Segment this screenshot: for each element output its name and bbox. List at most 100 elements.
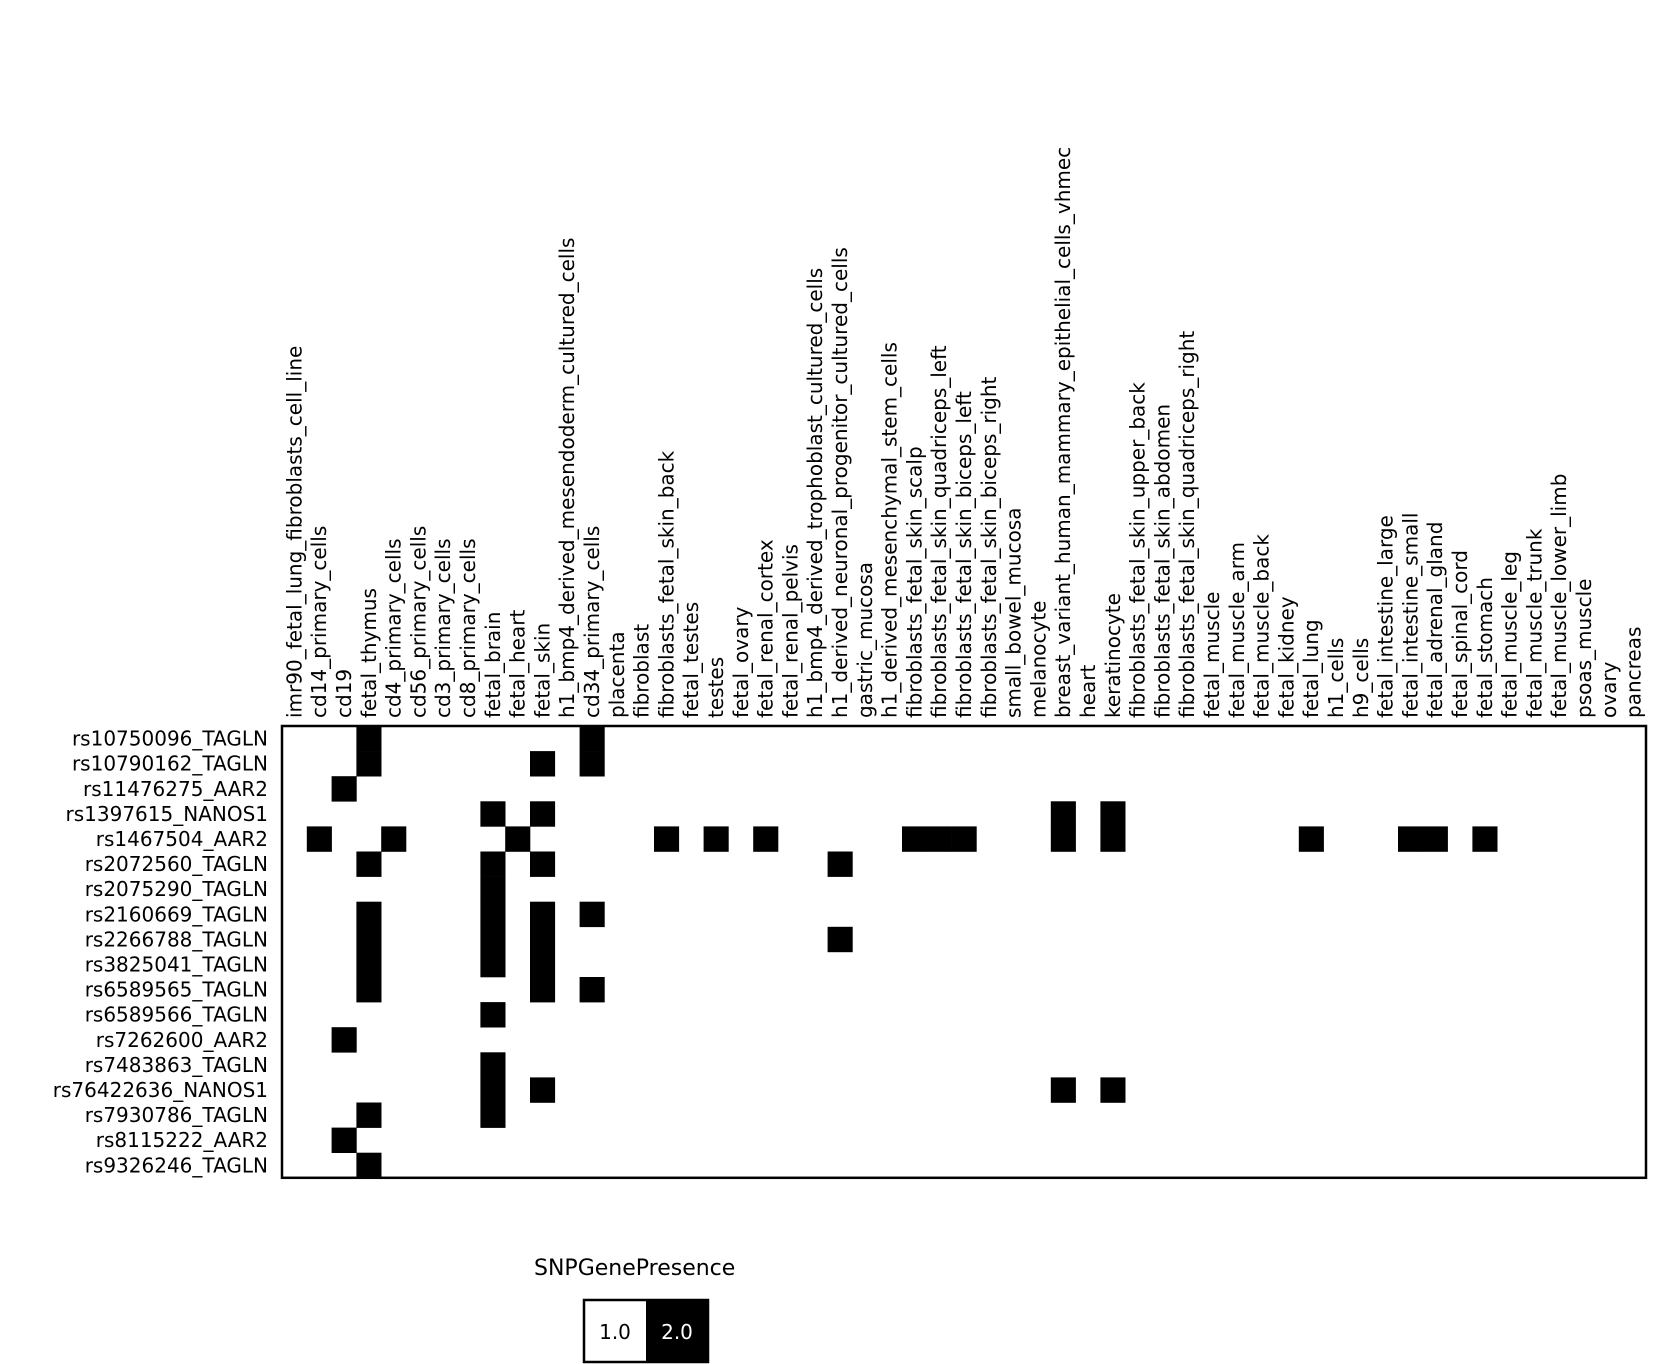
- heatmap-cell: [480, 801, 506, 827]
- row-label: rs1397615_NANOS1: [66, 802, 268, 826]
- column-label: fibroblast: [630, 624, 654, 718]
- heatmap-cell: [530, 801, 556, 827]
- column-label: h1_derived_neuronal_progenitor_cultured_…: [828, 247, 852, 718]
- column-label: h9_cells: [1349, 638, 1373, 718]
- column-label: fibroblasts_fetal_skin_quadriceps_right: [1175, 331, 1199, 718]
- legend-swatch: [646, 1300, 708, 1362]
- heatmap-cell: [530, 851, 556, 877]
- heatmap-cell: [356, 726, 382, 752]
- row-label: rs10750096_TAGLN: [72, 727, 268, 751]
- heatmap-cell: [356, 1152, 382, 1179]
- legend-swatch: [584, 1300, 646, 1362]
- row-label: rs2266788_TAGLN: [85, 927, 268, 951]
- heatmap-cell: [331, 1027, 357, 1053]
- column-label: fetal_adrenal_gland: [1423, 522, 1447, 718]
- column-label: fetal_muscle_leg: [1498, 551, 1522, 718]
- heatmap-cell: [1422, 826, 1448, 852]
- column-label: pancreas: [1622, 627, 1646, 718]
- column-label: keratinocyte: [1101, 593, 1125, 718]
- heatmap-cell: [505, 826, 531, 852]
- heatmap-cell: [480, 901, 506, 928]
- heatmap-cell: [1050, 826, 1076, 852]
- column-label: h1_cells: [1324, 638, 1348, 718]
- heatmap-cell: [1100, 1077, 1126, 1103]
- column-label: ovary: [1597, 661, 1621, 718]
- heatmap-cell: [331, 1127, 357, 1153]
- column-label: fetal_muscle_lower_limb: [1547, 474, 1571, 718]
- row-label: rs8115222_AAR2: [96, 1128, 268, 1152]
- row-label: rs2075290_TAGLN: [85, 877, 268, 901]
- heatmap-cell: [1298, 826, 1324, 852]
- column-label: cd14_primary_cells: [307, 526, 331, 718]
- column-label: fibroblasts_fetal_skin_scalp: [902, 446, 926, 718]
- column-label: fetal_muscle: [1200, 592, 1224, 718]
- column-label: fetal_brain: [481, 612, 505, 718]
- heatmap-cell: [480, 1002, 506, 1028]
- column-label: fetal_muscle_trunk: [1522, 528, 1546, 718]
- heatmap-cell: [703, 826, 729, 852]
- heatmap-cell: [827, 926, 853, 953]
- heatmap-cell: [530, 1077, 556, 1103]
- row-label: rs7930786_TAGLN: [85, 1103, 268, 1127]
- heatmap-cell: [1472, 826, 1498, 852]
- heatmap-cell: [530, 951, 556, 978]
- heatmap-cell: [480, 1052, 506, 1078]
- heatmap-cell: [753, 826, 779, 852]
- column-label: fetal_muscle_back: [1250, 534, 1274, 718]
- column-label: fetal_skin: [530, 623, 554, 718]
- column-label: h1_bmp4_derived_mesendoderm_cultured_cel…: [555, 238, 579, 718]
- row-label: rs2072560_TAGLN: [85, 852, 268, 876]
- heatmap-cell: [579, 726, 605, 752]
- column-label: fetal_testes: [679, 602, 703, 718]
- row-label: rs11476275_AAR2: [83, 777, 268, 801]
- column-label: h1_bmp4_derived_trophoblast_cultured_cel…: [803, 268, 827, 718]
- legend-label: 1.0: [599, 1320, 631, 1344]
- heatmap-cell: [1050, 1077, 1076, 1103]
- heatmap-cell: [356, 751, 382, 777]
- column-label: fetal_muscle_arm: [1225, 542, 1249, 718]
- column-label: fibroblasts_fetal_skin_quadriceps_left: [927, 345, 951, 718]
- heatmap-cell: [356, 951, 382, 978]
- column-label: cd19: [332, 669, 356, 718]
- column-label: fetal_renal_pelvis: [778, 544, 802, 718]
- heatmap-cell: [480, 926, 506, 953]
- heatmap-cell: [480, 1102, 506, 1128]
- column-label: fetal_stomach: [1473, 577, 1497, 718]
- column-label: breast_variant_human_mammary_epithelial_…: [1051, 147, 1075, 718]
- heatmap-cells: [306, 726, 1498, 1179]
- heatmap-cell: [902, 826, 928, 852]
- heatmap-cell: [1100, 826, 1126, 852]
- column-label: fetal_renal_cortex: [754, 539, 778, 718]
- heatmap-cell: [356, 926, 382, 953]
- row-labels: rs10750096_TAGLNrs10790162_TAGLNrs114762…: [53, 727, 268, 1178]
- heatmap-cell: [381, 826, 407, 852]
- column-label: melanocyte: [1026, 601, 1050, 719]
- heatmap-cell: [654, 826, 680, 852]
- column-label: fetal_spinal_cord: [1448, 550, 1472, 718]
- heatmap-cell: [331, 776, 357, 802]
- heatmap-cell: [480, 1077, 506, 1103]
- heatmap-frame: [280, 724, 1648, 1180]
- column-label: gastric_mucosa: [853, 562, 877, 718]
- heatmap-cell: [926, 826, 952, 852]
- column-label: fibroblasts_fetal_skin_back: [654, 450, 678, 718]
- row-label: rs6589565_TAGLN: [85, 978, 268, 1002]
- heatmap-cell: [579, 901, 605, 928]
- row-label: rs10790162_TAGLN: [72, 752, 268, 776]
- column-label: cd4_primary_cells: [382, 538, 406, 718]
- heatmap-cell: [356, 901, 382, 928]
- heatmap-cell: [356, 977, 382, 1003]
- column-label: fetal_heart: [506, 610, 530, 718]
- row-label: rs7483863_TAGLN: [85, 1053, 268, 1077]
- legend: 1.0 2.0: [582, 1298, 710, 1364]
- column-label: fetal_intestine_large: [1374, 515, 1398, 718]
- column-label: fetal_ovary: [729, 606, 753, 718]
- heatmap-cell: [1398, 826, 1424, 852]
- row-label: rs6589566_TAGLN: [85, 1003, 268, 1027]
- column-label: testes: [704, 657, 728, 718]
- column-label: psoas_muscle: [1572, 579, 1596, 718]
- heatmap-cell: [306, 826, 332, 852]
- column-label: h1_derived_mesenchymal_stem_cells: [878, 342, 902, 718]
- heatmap-cell: [530, 977, 556, 1003]
